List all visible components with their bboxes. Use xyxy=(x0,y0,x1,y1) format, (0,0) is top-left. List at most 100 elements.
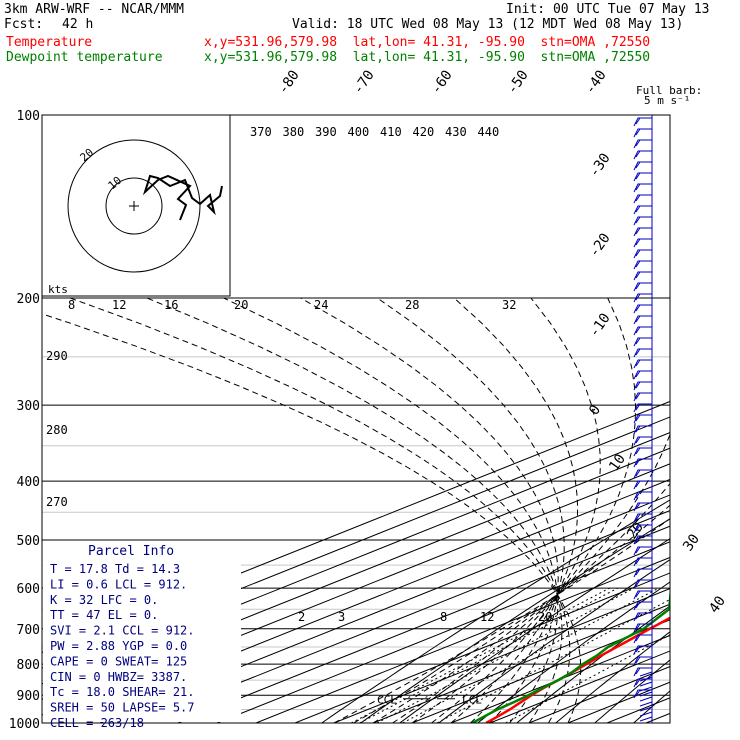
wind-barb xyxy=(639,706,653,712)
wind-barb xyxy=(633,579,652,589)
wind-barb xyxy=(633,656,652,666)
dry-adiabat-line xyxy=(516,605,670,723)
dry-adiabat-line xyxy=(399,538,670,723)
wind-barb xyxy=(633,590,652,600)
wind-barb xyxy=(633,447,652,457)
isotherm-line xyxy=(216,541,670,723)
wind-barb xyxy=(639,716,653,722)
isotherm-label: -40 xyxy=(582,67,610,97)
wind-barb xyxy=(633,326,652,336)
wind-barb xyxy=(633,227,652,237)
mixing-ratio-label: 12 xyxy=(112,298,126,312)
moist-adiabat-line xyxy=(372,482,670,723)
parcel-info-title: Parcel Info xyxy=(88,544,174,559)
wind-barb xyxy=(633,381,652,391)
temperature-station-info: x,y=531.96,579.98 lat,lon= 41.31, -95.90… xyxy=(204,35,651,50)
barb-legend-value: 5 m s⁻¹ xyxy=(644,94,690,107)
mixing-ratio-line xyxy=(359,587,619,723)
wind-barb xyxy=(633,205,652,215)
wind-barb xyxy=(633,425,652,435)
isotherm-line xyxy=(372,603,670,723)
theta-side-label: 270 xyxy=(46,495,68,509)
moist-adiabat-line xyxy=(42,313,582,723)
valid-time: Valid: 18 UTC Wed 08 May 13 (12 MDT Wed … xyxy=(292,17,684,32)
dry-adiabat-line xyxy=(594,659,670,723)
mixing-ratio-line xyxy=(376,587,635,723)
isotherm-label: 30 xyxy=(680,531,703,554)
theta-label: 370 xyxy=(250,125,272,139)
wind-barb xyxy=(633,546,652,556)
parcel-info-row: K = 32 LFC = 0. xyxy=(50,593,158,607)
moist-adiabat-line xyxy=(333,518,670,723)
parcel-info-row: SVI = 2.1 CCL = 912. xyxy=(50,624,195,638)
parcel-info-row: SREH = 50 LAPSE= 5.7 xyxy=(50,701,195,715)
wind-barb xyxy=(633,150,652,160)
mixing-ratio-label: 16 xyxy=(164,298,178,312)
theta-side-label: 280 xyxy=(46,423,68,437)
wind-barb xyxy=(639,711,653,717)
wind-barb xyxy=(633,557,652,567)
wind-barb-column xyxy=(633,115,653,723)
theta-label: 400 xyxy=(348,125,370,139)
isotherm-line xyxy=(333,588,670,723)
parcel-info-row: CIN = 0 HWBZ= 3387. xyxy=(50,670,187,684)
wind-barb xyxy=(633,139,652,149)
wind-barb xyxy=(633,359,652,369)
mixing-ratio-label-low: 20 xyxy=(538,610,552,624)
isotherm-line xyxy=(42,463,670,716)
isotherm-line xyxy=(645,712,670,723)
wind-barb xyxy=(633,271,652,281)
isotherm-line xyxy=(177,525,670,723)
mixing-ratio-label-low: 3 xyxy=(338,610,345,624)
wind-barb xyxy=(633,568,652,578)
model-title: 3km ARW-WRF -- NCAR/MMM xyxy=(4,2,185,17)
wind-barb xyxy=(633,524,652,534)
wind-barb xyxy=(633,480,652,490)
wind-barb xyxy=(633,414,652,424)
parcel-info-row: TT = 47 EL = 0. xyxy=(50,608,158,622)
pressure-tick-label: 700 xyxy=(17,623,40,638)
dry-adiabat-line xyxy=(712,115,740,723)
forecast-label: Fcst: xyxy=(4,17,44,32)
hodograph-units-label: kts xyxy=(48,283,68,296)
dry-adiabat-line xyxy=(321,499,670,723)
wind-barb xyxy=(639,696,653,702)
wind-barb xyxy=(633,513,652,523)
hodograph-trace xyxy=(142,174,223,221)
barb-legend-title: Full barb: xyxy=(636,84,702,97)
isotherm-label: -20 xyxy=(586,230,614,260)
plot-layer xyxy=(42,115,740,723)
wind-barb xyxy=(633,491,652,501)
dewpoint-legend-label: Dewpoint temperature xyxy=(6,50,163,65)
mixing-ratio-label: 32 xyxy=(502,298,516,312)
hodograph-ring xyxy=(67,139,201,273)
wind-barb xyxy=(633,645,652,655)
wind-barb xyxy=(633,238,652,248)
mixing-ratio-label: 24 xyxy=(314,298,328,312)
theta-label: 420 xyxy=(413,125,435,139)
pressure-tick-label: 500 xyxy=(17,534,40,549)
wind-barb xyxy=(633,469,652,479)
wind-barb xyxy=(633,458,652,468)
wind-barb xyxy=(633,502,652,512)
isotherm-line xyxy=(489,650,670,723)
parcel-info-row: Tc = 18.0 SHEAR= 21. xyxy=(50,685,195,699)
plot-frame xyxy=(41,114,671,724)
isotherm-label: 10 xyxy=(606,451,629,474)
wind-barb xyxy=(633,315,652,325)
wind-barb xyxy=(639,681,653,687)
wind-barb xyxy=(633,348,652,358)
pressure-tick-label: 400 xyxy=(17,475,40,490)
wind-barb xyxy=(633,194,652,204)
pressure-tick-label: 800 xyxy=(17,658,40,673)
moist-adiabat-line xyxy=(69,297,571,723)
wind-barb xyxy=(639,676,653,682)
mixing-ratio-label-low: 2 xyxy=(298,610,305,624)
isotherm-line xyxy=(99,494,670,723)
wind-barb xyxy=(633,689,652,699)
pressure-tick-label: 200 xyxy=(17,292,40,307)
parcel-info-row: T = 17.8 Td = 14.3 xyxy=(50,562,180,576)
isotherm-label: -50 xyxy=(504,67,532,97)
wind-barb xyxy=(633,282,652,292)
